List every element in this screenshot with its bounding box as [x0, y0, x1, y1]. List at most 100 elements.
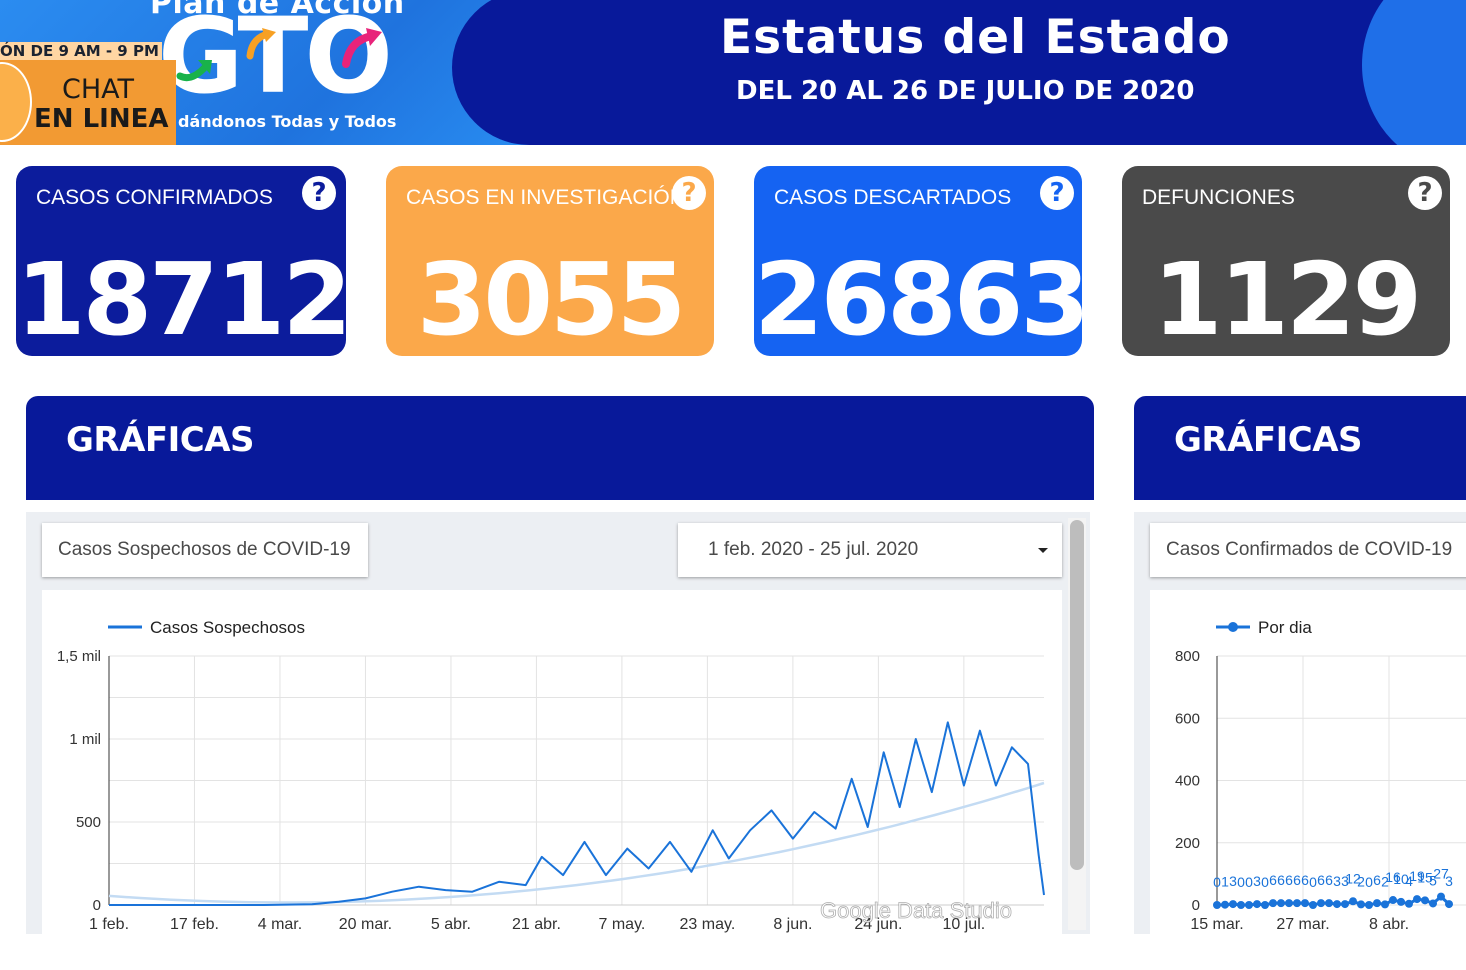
- data-label: 6: [1293, 872, 1301, 888]
- help-icon[interactable]: ?: [672, 176, 706, 210]
- card-value: 1129: [1152, 241, 1422, 356]
- data-label: 6: [1373, 872, 1381, 888]
- arrow-green-icon: [176, 60, 212, 82]
- data-label: 5: [1429, 872, 1437, 888]
- data-label: 0: [1365, 874, 1373, 890]
- data-label: 2: [1381, 873, 1389, 889]
- data-point: [1309, 901, 1317, 909]
- decorative-circle: [1362, 0, 1466, 145]
- legend-marker: [1228, 622, 1238, 632]
- series-line: [109, 721, 1045, 906]
- data-label: 0: [1261, 874, 1269, 890]
- suspected-cases-chart-card: [42, 590, 1062, 934]
- scrollbar-thumb[interactable]: [1070, 520, 1084, 870]
- graphs-section-header-2: GRÁFICAS: [1134, 396, 1466, 500]
- x-tick-label: 10 jul.: [943, 916, 986, 933]
- arrow-pink-icon: [342, 28, 382, 68]
- data-label: 3: [1333, 873, 1341, 889]
- y-tick-label: 0: [93, 897, 101, 914]
- y-tick-label: 1,5 mil: [57, 648, 101, 665]
- header-banner: Plan de Acción GTO dándonos Todas y Todo…: [0, 0, 1466, 145]
- x-tick-label: 5 abr.: [431, 916, 471, 933]
- section-title: GRÁFICAS: [66, 420, 255, 460]
- y-tick-label: 0: [1192, 897, 1200, 914]
- card-label: CASOS CONFIRMADOS: [36, 186, 273, 209]
- y-tick-label: 800: [1175, 648, 1200, 665]
- data-label: 12: [1345, 870, 1361, 886]
- section-title: GRÁFICAS: [1174, 420, 1363, 460]
- data-label: 6: [1325, 872, 1333, 888]
- card-value: 26863: [754, 241, 1082, 356]
- chat-label[interactable]: CHAT: [62, 74, 135, 105]
- help-icon[interactable]: ?: [1040, 176, 1074, 210]
- chat-online-label[interactable]: EN LINEA: [34, 104, 169, 134]
- page-title: Estatus del Estado: [720, 10, 1231, 65]
- chevron-down-icon: [1038, 548, 1048, 553]
- x-tick-label: 15 mar.: [1190, 916, 1243, 933]
- confirmed-cases-chart-card: [1150, 590, 1466, 934]
- data-point: [1237, 901, 1245, 909]
- plan-de-accion-label: Plan de Acción: [150, 0, 405, 21]
- x-tick-label: 8 jun.: [773, 916, 812, 933]
- discarded-cases-card: CASOS DESCARTADOS ? 26863: [754, 166, 1082, 356]
- data-label: 0: [1213, 874, 1221, 890]
- date-range-picker[interactable]: 1 feb. 2020 - 25 jul. 2020: [678, 523, 1062, 577]
- date-range-value: 1 feb. 2020 - 25 jul. 2020: [708, 539, 919, 560]
- data-point: [1261, 901, 1269, 909]
- x-tick-label: 27 mar.: [1276, 916, 1329, 933]
- investigation-cases-card: CASOS EN INVESTIGACIÓN ? 3055: [386, 166, 714, 356]
- x-tick-label: 17 feb.: [170, 916, 219, 933]
- x-tick-label: 7 may.: [599, 916, 646, 933]
- suspected-cases-selector[interactable]: Casos Sospechosos de COVID-19: [42, 523, 368, 577]
- data-point: [1389, 896, 1397, 905]
- x-tick-label: 23 may.: [680, 916, 736, 933]
- chat-hours: ÓN DE 9 AM - 9 PM: [0, 42, 159, 60]
- x-tick-label: 20 mar.: [339, 916, 392, 933]
- x-tick-label: 21 abr.: [512, 916, 561, 933]
- gto-logo: GTO: [158, 0, 393, 117]
- data-point: [1413, 895, 1421, 904]
- data-label: 15: [1417, 869, 1433, 885]
- deaths-card: DEFUNCIONES ? 1129: [1122, 166, 1450, 356]
- data-label: 3: [1253, 873, 1261, 889]
- data-point: [1213, 901, 1221, 909]
- watermark-label: Google Data Studio: [820, 898, 1012, 923]
- data-point: [1365, 901, 1373, 909]
- data-label: 6: [1317, 872, 1325, 888]
- help-icon[interactable]: ?: [1408, 176, 1442, 210]
- data-label: 10: [1393, 871, 1409, 887]
- y-tick-label: 600: [1175, 710, 1200, 727]
- data-point: [1317, 899, 1325, 908]
- data-label: 16: [1385, 869, 1401, 885]
- help-icon[interactable]: ?: [302, 176, 336, 210]
- title-panel: [452, 0, 1466, 145]
- data-point: [1421, 896, 1429, 905]
- trendline: [108, 781, 1045, 904]
- data-label: 0: [1245, 874, 1253, 890]
- data-label: 27: [1433, 866, 1449, 882]
- data-point: [1349, 897, 1357, 906]
- data-point: [1221, 900, 1229, 909]
- arrow-orange-icon: [246, 28, 276, 60]
- legend-label: Por dia: [1258, 618, 1312, 637]
- data-label: 0: [1237, 874, 1245, 890]
- data-point: [1269, 899, 1277, 908]
- confirmed-cases-selector[interactable]: Casos Confirmados de COVID-19: [1150, 523, 1466, 577]
- legend-label: Casos Sospechosos: [150, 618, 305, 637]
- data-point: [1301, 899, 1309, 908]
- data-label: 19: [1409, 868, 1425, 884]
- y-tick-label: 400: [1175, 773, 1200, 790]
- slogan-text: dándonos Todas y Todos: [178, 112, 397, 131]
- card-label: CASOS DESCARTADOS: [774, 186, 1012, 209]
- data-label: 3: [1229, 873, 1237, 889]
- suspected-cases-chart: 0 500 1 mil 1,5 mil 1 feb. 17 feb. 4 mar. 20 ma…: [57, 618, 1045, 933]
- data-label: 6: [1269, 872, 1277, 888]
- y-tick-label: 1 mil: [69, 731, 101, 748]
- data-point: [1341, 900, 1349, 909]
- data-point: [1373, 899, 1381, 908]
- y-tick-label: 200: [1175, 835, 1200, 852]
- data-point: [1285, 899, 1293, 908]
- data-point: [1333, 900, 1341, 909]
